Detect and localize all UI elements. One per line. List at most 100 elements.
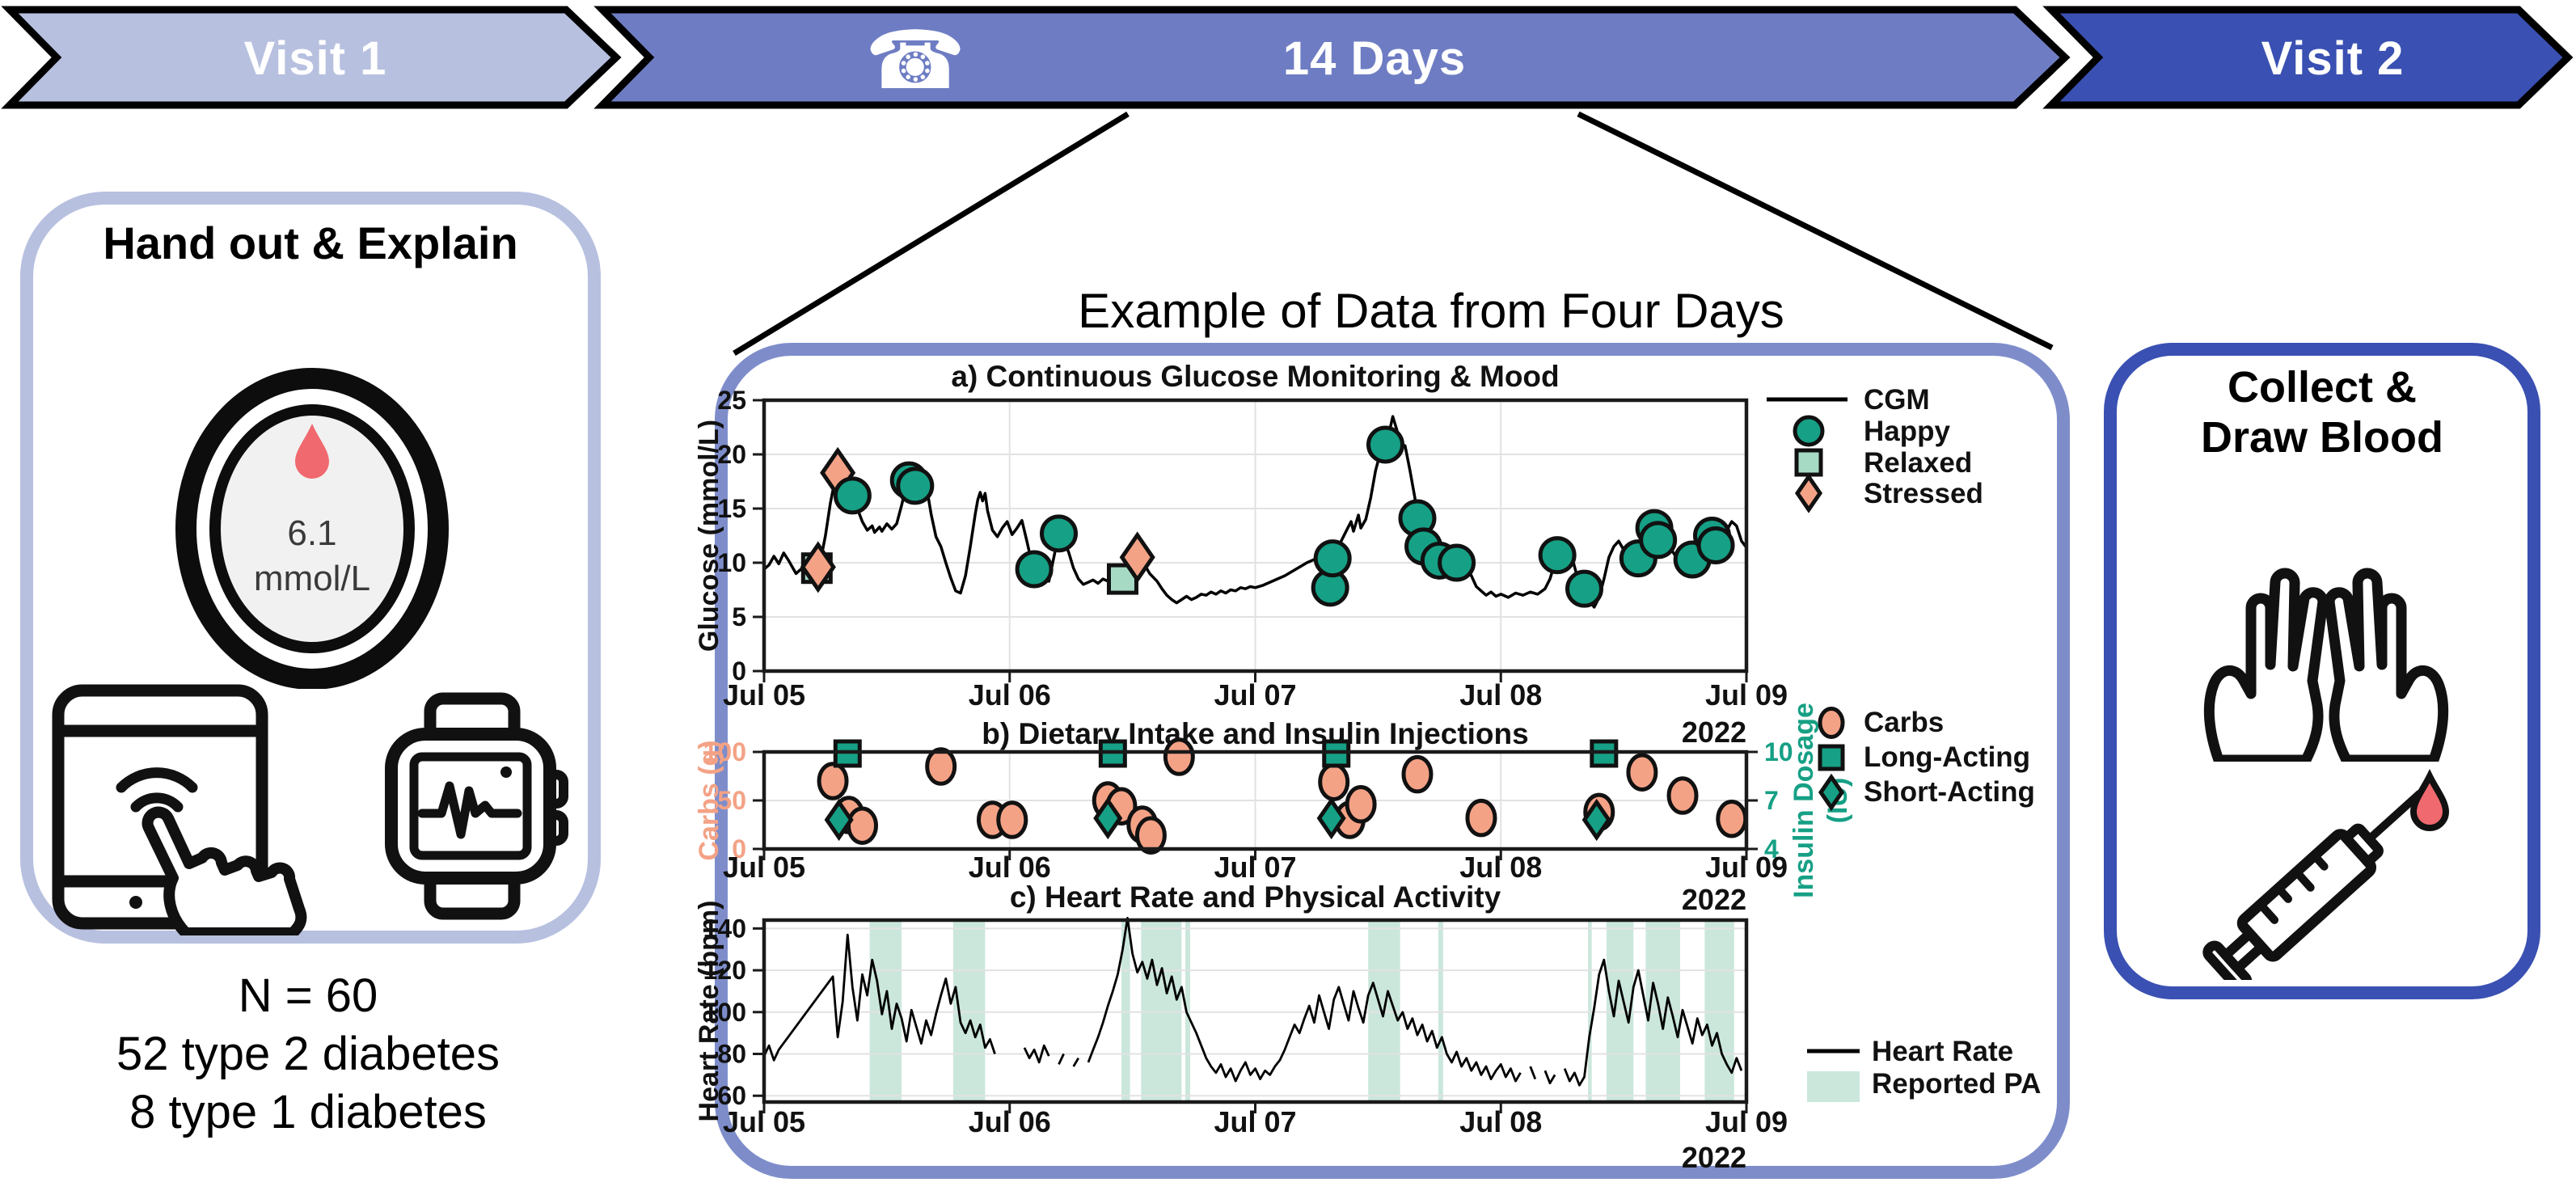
svg-text:0: 0 xyxy=(732,657,746,686)
carbs-marker xyxy=(1465,798,1497,838)
svg-text:Jul 06: Jul 06 xyxy=(969,851,1051,884)
svg-text:120: 120 xyxy=(703,956,746,985)
svg-text:Jul 08: Jul 08 xyxy=(1459,678,1542,712)
smartwatch-icon xyxy=(385,692,568,920)
banner-arrow-14-days xyxy=(593,6,2071,109)
svg-text:2022: 2022 xyxy=(1682,1141,1746,1174)
svg-text:60: 60 xyxy=(717,1081,746,1110)
phone-touch-icon xyxy=(52,684,307,935)
carbs-marker xyxy=(1163,737,1195,776)
carbs-marker xyxy=(1401,754,1434,794)
svg-text:Jul 05: Jul 05 xyxy=(723,678,805,712)
svg-text:4: 4 xyxy=(1764,834,1779,864)
example-charts: a) Continuous Glucose Monitoring & Mood 0… xyxy=(695,360,2041,1174)
svg-text:0: 0 xyxy=(732,834,746,864)
touch-hand-icon xyxy=(141,806,307,935)
svg-text:100: 100 xyxy=(703,998,746,1027)
svg-text:7: 7 xyxy=(1764,786,1779,815)
carbs-marker xyxy=(1318,762,1350,801)
carbs-marker xyxy=(847,806,878,845)
svg-text:20: 20 xyxy=(717,440,746,469)
svg-text:Jul 09: Jul 09 xyxy=(1705,678,1788,712)
svg-text:5: 5 xyxy=(732,602,746,631)
svg-text:Jul 08: Jul 08 xyxy=(1459,851,1542,884)
reported-pa-band xyxy=(1606,920,1634,1102)
happy-marker xyxy=(1366,425,1404,464)
example-data-title: Example of Data from Four Days xyxy=(1078,284,1784,338)
banner-label-visit-1: Visit 1 xyxy=(243,32,387,85)
cohort-line-t1d: 8 type 1 diabetes xyxy=(129,1086,487,1138)
reported-pa-band xyxy=(1704,920,1734,1102)
sensor-unit: mmol/L xyxy=(254,559,370,598)
svg-text:2022: 2022 xyxy=(1682,716,1746,749)
svg-text:CGM: CGM xyxy=(1864,384,1930,416)
carbs-marker xyxy=(996,800,1028,839)
cohort-line-t2d: 52 type 2 diabetes xyxy=(116,1028,500,1080)
happy-marker xyxy=(1565,569,1604,608)
happy-marker xyxy=(833,476,872,515)
syringe-icon xyxy=(2202,769,2450,980)
heart-rate-line xyxy=(762,917,1743,1087)
short-acting-marker xyxy=(1316,796,1346,840)
handout-panel-title: Hand out & Explain xyxy=(103,217,518,268)
banner-arrow-visit-1 xyxy=(1,6,622,109)
svg-text:Jul 07: Jul 07 xyxy=(1214,851,1296,884)
cohort-line-n: N = 60 xyxy=(238,969,378,1022)
reported-pa-band xyxy=(1185,920,1191,1102)
carbs-marker xyxy=(1716,800,1748,838)
telephone-icon: ☎ xyxy=(864,15,966,106)
banner-label-14-days: 14 Days xyxy=(1282,32,1467,85)
short-acting-marker xyxy=(1581,798,1611,842)
reported-pa-band xyxy=(1141,920,1182,1102)
svg-text:Happy: Happy xyxy=(1864,416,1951,447)
svg-text:Jul 06: Jul 06 xyxy=(969,1105,1051,1138)
svg-text:Jul 07: Jul 07 xyxy=(1214,678,1296,712)
reported-pa-band xyxy=(1645,920,1680,1102)
svg-text:Carbs: Carbs xyxy=(1864,707,1944,738)
short-acting-marker xyxy=(824,798,854,842)
raised-hands-icon xyxy=(2203,568,2449,762)
svg-text:100: 100 xyxy=(703,737,746,766)
happy-marker xyxy=(1639,521,1678,559)
reported-pa-band xyxy=(1121,920,1130,1102)
svg-text:10: 10 xyxy=(1764,737,1793,766)
sensor-value: 6.1 xyxy=(287,513,336,553)
svg-text:Carbs (g): Carbs (g) xyxy=(695,740,724,860)
wifi-waves-icon xyxy=(116,767,198,813)
happy-marker xyxy=(896,467,935,505)
svg-text:Jul 09: Jul 09 xyxy=(1705,1105,1788,1138)
happy-marker xyxy=(1538,536,1577,575)
svg-text:10: 10 xyxy=(717,548,746,577)
ecg-trace-icon xyxy=(417,781,522,839)
carbs-marker xyxy=(1666,776,1699,815)
carbs-marker xyxy=(817,762,849,800)
reported-pa-band xyxy=(1438,920,1443,1102)
svg-text:a) Continuous Glucose Monitori: a) Continuous Glucose Monitoring & Mood xyxy=(951,360,1559,393)
reported-pa-band xyxy=(869,920,902,1102)
svg-text:Long-Acting: Long-Acting xyxy=(1864,741,2030,773)
collect-panel-title-line2: Draw Blood xyxy=(2200,413,2443,462)
banner-arrow-visit-2 xyxy=(2042,6,2574,109)
svg-text:2022: 2022 xyxy=(1682,883,1746,916)
svg-text:b) Dietary Intake and Insulin: b) Dietary Intake and Insulin Injections xyxy=(982,717,1528,750)
blood-drop-icon xyxy=(295,424,329,479)
happy-marker xyxy=(1438,543,1476,582)
svg-text:25: 25 xyxy=(717,386,746,415)
svg-text:Heart Rate: Heart Rate xyxy=(1872,1036,2013,1067)
svg-text:Jul 08: Jul 08 xyxy=(1459,1105,1542,1138)
happy-marker xyxy=(1313,539,1352,578)
svg-text:c) Heart Rate and Physical Act: c) Heart Rate and Physical Activity xyxy=(1010,880,1501,914)
happy-marker xyxy=(1696,526,1735,565)
stressed-marker xyxy=(1119,531,1155,584)
cgm-sensor-icon: 6.1 mmol/L xyxy=(175,368,449,689)
svg-text:Insulin Dosage: Insulin Dosage xyxy=(1788,703,1819,898)
svg-text:Jul 05: Jul 05 xyxy=(723,1105,805,1138)
svg-text:Heart Rate (bpm): Heart Rate (bpm) xyxy=(695,901,724,1122)
process-banner xyxy=(1,6,2574,109)
carbs-marker xyxy=(1345,785,1377,824)
svg-text:Jul 09: Jul 09 xyxy=(1705,851,1788,884)
svg-text:Jul 05: Jul 05 xyxy=(723,851,805,884)
happy-marker xyxy=(1015,550,1054,589)
svg-text:80: 80 xyxy=(717,1040,746,1069)
